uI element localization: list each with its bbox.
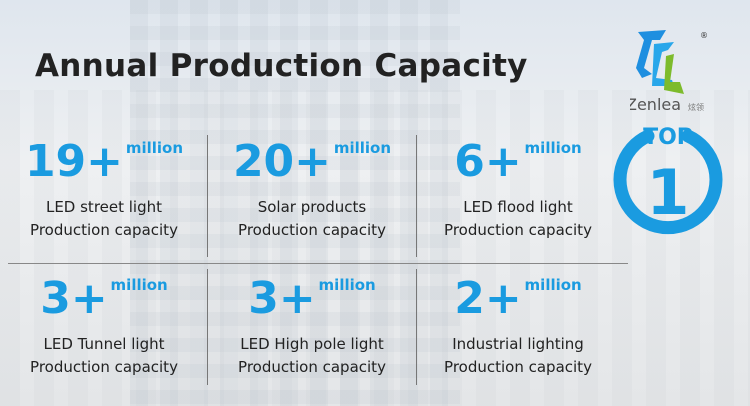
capacity-unit: million bbox=[524, 276, 582, 294]
capacity-sub: Production capacity bbox=[30, 221, 178, 239]
top-1-badge: TOP 1 bbox=[608, 118, 728, 238]
svg-text:®: ® bbox=[700, 31, 708, 40]
capacity-sub: Production capacity bbox=[238, 358, 386, 376]
capacity-label: LED High pole light bbox=[240, 335, 384, 353]
capacity-label: Industrial lighting bbox=[452, 335, 584, 353]
capacity-cell: 6+ million LED flood light Production cap… bbox=[414, 138, 622, 242]
svg-text:TOP: TOP bbox=[643, 125, 693, 150]
capacity-cell: 3+ million LED High pole light Production… bbox=[208, 275, 416, 379]
capacity-unit: million bbox=[110, 276, 168, 294]
capacity-value: 3+ bbox=[248, 273, 316, 324]
capacity-sub: Production capacity bbox=[30, 358, 178, 376]
capacity-unit: million bbox=[125, 139, 184, 157]
capacity-label: Solar products bbox=[257, 198, 367, 216]
capacity-cell: 20+ million Solar products Production cap… bbox=[208, 138, 416, 242]
capacity-sub: Production capacity bbox=[444, 358, 592, 376]
divider bbox=[416, 269, 417, 385]
capacity-label: LED street light bbox=[45, 198, 163, 216]
capacity-label: LED Tunnel light bbox=[43, 335, 165, 353]
background-building-tower bbox=[130, 0, 460, 406]
divider bbox=[207, 135, 208, 257]
capacity-sub: Production capacity bbox=[444, 221, 592, 239]
capacity-unit: million bbox=[333, 139, 392, 157]
svg-text:1: 1 bbox=[646, 156, 689, 229]
capacity-value: 2+ bbox=[454, 273, 522, 324]
capacity-value: 6+ bbox=[454, 136, 522, 187]
capacity-sub: Production capacity bbox=[238, 221, 386, 239]
divider bbox=[416, 135, 417, 257]
page-title: Annual Production Capacity bbox=[35, 48, 528, 84]
capacity-grid: 19+ million LED street light Production c… bbox=[8, 135, 628, 385]
capacity-unit: million bbox=[524, 139, 582, 157]
capacity-cell: 19+ million LED street light Production c… bbox=[0, 138, 208, 242]
background-building bbox=[0, 90, 750, 406]
capacity-value: 3+ bbox=[40, 273, 108, 324]
divider bbox=[207, 269, 208, 385]
capacity-unit: million bbox=[318, 276, 376, 294]
capacity-cell: 3+ million LED Tunnel light Production ca… bbox=[0, 275, 208, 379]
capacity-label: LED flood light bbox=[463, 198, 573, 216]
capacity-cell: 2+ million Industrial lighting Production… bbox=[414, 275, 622, 379]
zenlea-logo: Zenlea 炫领 ® bbox=[626, 28, 720, 118]
logo-mark-icon: Zenlea 炫领 ® bbox=[626, 30, 708, 114]
capacity-value: 19+ bbox=[24, 136, 124, 187]
capacity-value: 20+ bbox=[232, 136, 332, 187]
svg-text:Zenlea: Zenlea bbox=[630, 95, 681, 114]
svg-text:炫领: 炫领 bbox=[688, 102, 704, 112]
divider bbox=[8, 263, 628, 264]
